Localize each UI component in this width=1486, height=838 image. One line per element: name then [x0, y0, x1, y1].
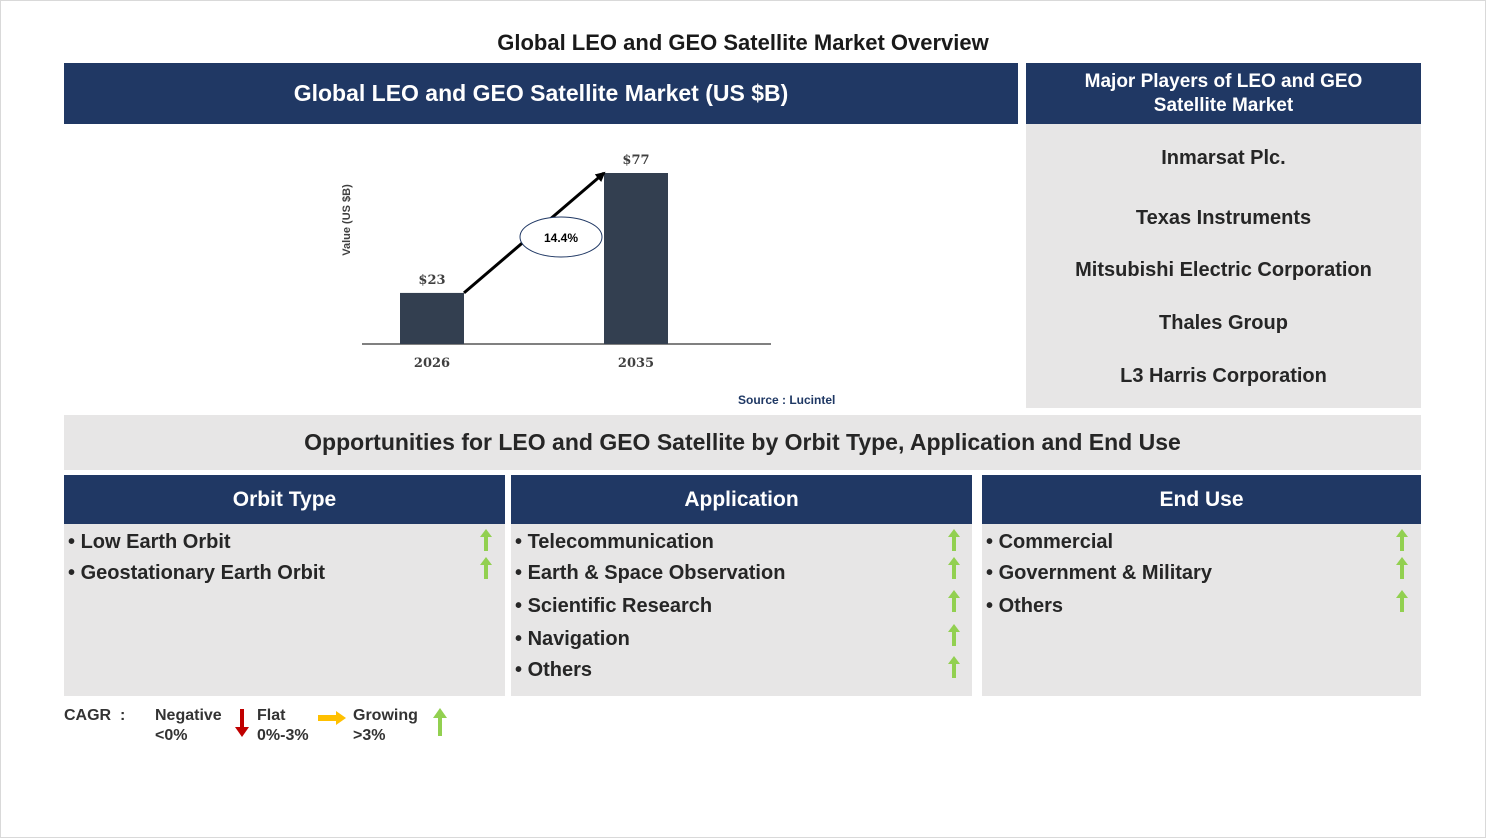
segment-item: • Others — [986, 595, 1064, 617]
up-arrow-icon — [1396, 590, 1408, 612]
value-label: $23 — [418, 273, 445, 288]
up-arrow-icon — [1396, 557, 1408, 579]
y-axis-label: Value (US $B) — [341, 184, 353, 256]
segment-item: • Telecommunication — [515, 531, 714, 553]
segment-application: • Telecommunication • Earth & Space Obse… — [511, 524, 972, 696]
source-note: Source : Lucintel — [738, 393, 836, 407]
up-arrow-icon — [948, 529, 960, 551]
category-label: 2035 — [618, 356, 654, 371]
opportunities-title: Opportunities for LEO and GEO Satellite … — [64, 415, 1421, 470]
down-arrow-icon — [235, 709, 249, 737]
up-arrow-icon — [433, 708, 447, 736]
up-arrow-icon — [948, 590, 960, 612]
legend-negative: Negative <0% — [155, 707, 222, 744]
segment-item: • Low Earth Orbit — [68, 531, 231, 553]
up-arrow-icon — [1396, 529, 1408, 551]
players-header: Major Players of LEO and GEO Satellite M… — [1026, 63, 1421, 124]
bar-2026 — [400, 292, 464, 344]
player-item: Mitsubishi Electric Corporation — [1075, 259, 1372, 281]
up-arrow-icon — [948, 656, 960, 678]
segment-item: • Others — [515, 659, 593, 681]
legend-label: CAGR : — [64, 707, 126, 724]
category-label: 2026 — [414, 356, 450, 371]
segment-item: • Scientific Research — [515, 595, 713, 617]
players-list: Inmarsat Plc. Texas Instruments Mitsubis… — [1026, 124, 1421, 408]
segment-orbit-type: • Low Earth Orbit • Geostationary Earth … — [64, 524, 505, 696]
value-label: $77 — [622, 153, 649, 168]
player-item: L3 Harris Corporation — [1120, 365, 1327, 387]
up-arrow-icon — [480, 557, 492, 579]
segment-item: • Geostationary Earth Orbit — [68, 562, 326, 584]
up-arrow-icon — [948, 624, 960, 646]
player-item: Thales Group — [1159, 312, 1288, 334]
market-chart: Value (US $B) $23 2026 $77 2035 14.4% — [341, 153, 771, 371]
player-item: Inmarsat Plc. — [1161, 147, 1286, 169]
segment-header-orbit-type: Orbit Type — [64, 475, 505, 524]
segment-item: • Government & Military — [986, 562, 1212, 584]
up-arrow-icon — [948, 557, 960, 579]
right-arrow-icon — [318, 711, 346, 725]
cagr-bubble — [519, 216, 603, 258]
player-item: Texas Instruments — [1135, 207, 1312, 229]
segment-header-application: Application — [511, 475, 972, 524]
up-arrow-icon — [480, 529, 492, 551]
segment-header-end-use: End Use — [982, 475, 1421, 524]
page-title: Global LEO and GEO Satellite Market Over… — [497, 30, 989, 55]
segment-item: • Navigation — [515, 628, 630, 650]
cagr-label: 14.4% — [544, 231, 578, 245]
legend-flat: Flat 0%-3% — [257, 707, 309, 744]
chart-header: Global LEO and GEO Satellite Market (US … — [64, 63, 1018, 124]
bar-2035 — [604, 173, 668, 344]
segment-end-use: • Commercial • Government & Military • O… — [982, 524, 1421, 696]
segment-item: • Commercial — [986, 531, 1114, 553]
segment-item: • Earth & Space Observation — [515, 562, 786, 584]
legend-growing: Growing >3% — [353, 707, 418, 744]
